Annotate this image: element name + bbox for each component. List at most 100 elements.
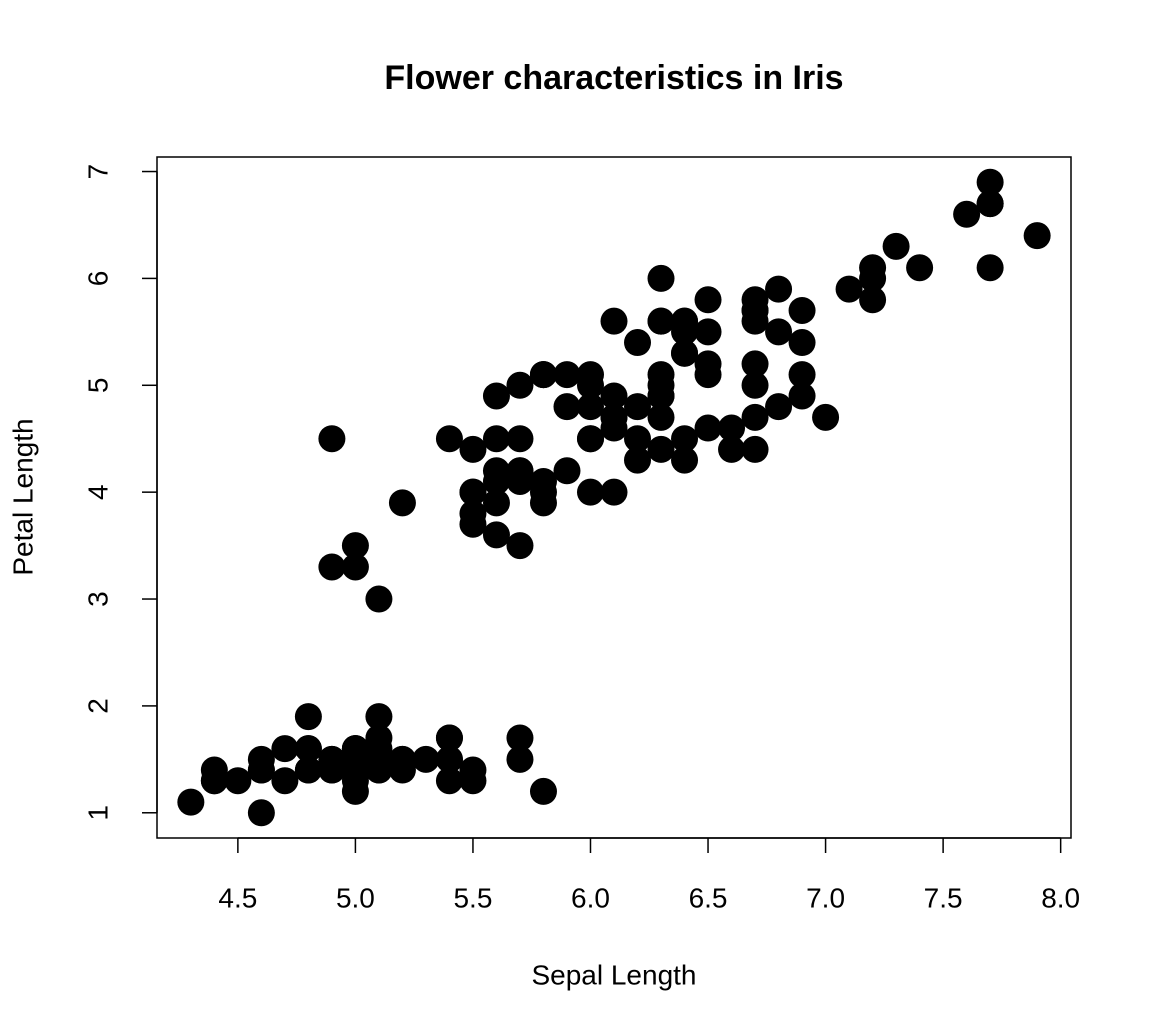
point [318, 553, 346, 581]
point [482, 489, 510, 517]
point [435, 767, 463, 795]
point [435, 724, 463, 752]
point [271, 735, 299, 763]
point [224, 767, 252, 795]
point [388, 489, 416, 517]
point [435, 425, 463, 453]
point [741, 350, 769, 378]
point [459, 435, 487, 463]
chart-title: Flower characteristics in Iris [384, 59, 843, 97]
point [294, 735, 322, 763]
point [600, 307, 628, 335]
y-axis-label: Petal Length [7, 418, 38, 575]
point [506, 745, 534, 773]
y-tick-label: 5 [82, 377, 113, 393]
point [976, 254, 1004, 282]
point [553, 361, 581, 389]
point [482, 521, 510, 549]
point [671, 339, 699, 367]
point [953, 200, 981, 228]
point [647, 435, 675, 463]
point [529, 361, 557, 389]
point [812, 403, 840, 431]
point [365, 703, 393, 731]
x-tick-label: 5.5 [453, 882, 492, 913]
y-tick-label: 3 [82, 591, 113, 607]
point [718, 414, 746, 442]
point [388, 745, 416, 773]
x-tick-label: 5.0 [336, 882, 375, 913]
point [576, 371, 604, 399]
point [882, 232, 910, 260]
point [694, 414, 722, 442]
point [506, 532, 534, 560]
point [835, 275, 863, 303]
y-tick-label: 7 [82, 164, 113, 180]
point [741, 296, 769, 324]
point [365, 585, 393, 613]
point [647, 307, 675, 335]
x-tick-label: 7.0 [806, 882, 845, 913]
point [341, 553, 369, 581]
point [294, 756, 322, 784]
x-tick-label: 6.0 [571, 882, 610, 913]
point [341, 735, 369, 763]
point [976, 190, 1004, 218]
point [506, 467, 534, 495]
point [765, 393, 793, 421]
point [435, 745, 463, 773]
point [177, 788, 205, 816]
point [459, 767, 487, 795]
point [718, 435, 746, 463]
x-tick-label: 4.5 [218, 882, 257, 913]
point [576, 393, 604, 421]
point [294, 703, 322, 731]
point [529, 777, 557, 805]
point [694, 286, 722, 314]
point [482, 425, 510, 453]
point [671, 318, 699, 346]
point [624, 446, 652, 474]
point [624, 425, 652, 453]
y-tick-label: 1 [82, 805, 113, 821]
point [576, 478, 604, 506]
point [553, 457, 581, 485]
y-tick-label: 2 [82, 698, 113, 714]
point [647, 403, 675, 431]
point [741, 403, 769, 431]
point [576, 425, 604, 453]
point [671, 425, 699, 453]
point [788, 296, 816, 324]
point [788, 361, 816, 389]
point [1023, 222, 1051, 250]
point [318, 756, 346, 784]
point [600, 414, 628, 442]
point [412, 745, 440, 773]
point [765, 318, 793, 346]
point [859, 286, 887, 314]
point [459, 510, 487, 538]
x-axis-label: Sepal Length [531, 959, 696, 990]
point [647, 264, 675, 292]
point [459, 478, 487, 506]
point [859, 264, 887, 292]
point [765, 275, 793, 303]
point [529, 478, 557, 506]
point [341, 532, 369, 560]
point [247, 799, 275, 827]
point [741, 371, 769, 399]
y-tick-label: 6 [82, 271, 113, 287]
point [247, 756, 275, 784]
point [906, 254, 934, 282]
point [976, 168, 1004, 196]
point [671, 446, 699, 474]
point [624, 393, 652, 421]
point [694, 350, 722, 378]
point [271, 767, 299, 795]
point [482, 382, 510, 410]
point [647, 371, 675, 399]
point [506, 371, 534, 399]
y-tick-label: 4 [82, 484, 113, 500]
x-tick-label: 6.5 [689, 882, 728, 913]
